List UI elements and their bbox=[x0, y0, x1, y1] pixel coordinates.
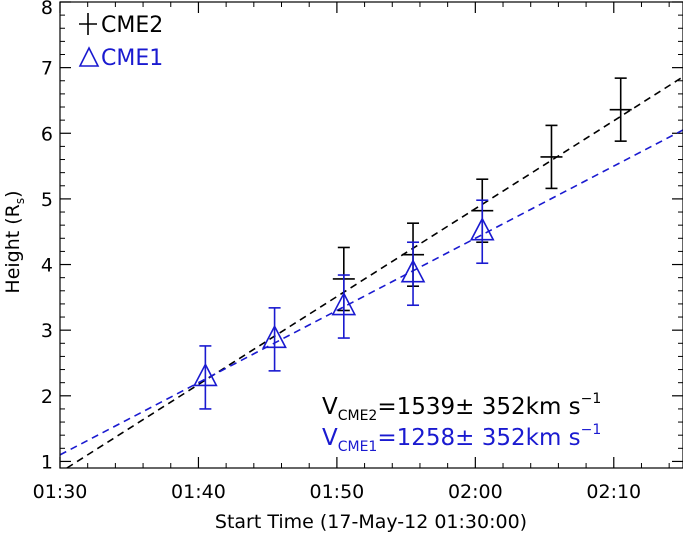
plot-frame bbox=[59, 1, 683, 469]
y-tick-label: 8 bbox=[41, 0, 53, 19]
velocity-annotation-cme2: VCME2=1539± 352km s−1 bbox=[322, 391, 601, 424]
x-axis-title: Start Time (17-May-12 01:30:00) bbox=[215, 511, 527, 533]
legend-label-cme2: CME2 bbox=[101, 13, 163, 38]
fit-line-cme1 bbox=[59, 129, 683, 456]
legend-label-cme1: CME1 bbox=[101, 46, 163, 71]
data-point-cme1 bbox=[400, 241, 426, 307]
data-point-cme1 bbox=[469, 199, 495, 265]
triangle-marker bbox=[469, 216, 495, 241]
fit-lines bbox=[59, 76, 683, 469]
velocity-annotation-cme1: VCME1=1258± 352km s−1 bbox=[322, 422, 601, 455]
legend-plus-marker bbox=[79, 13, 97, 35]
x-tick-label: 01:50 bbox=[310, 481, 365, 503]
y-tick-label: 1 bbox=[41, 451, 53, 473]
data-points bbox=[193, 77, 632, 410]
data-point-cme2 bbox=[540, 124, 563, 190]
y-tick-label: 5 bbox=[41, 189, 53, 211]
y-tick-label: 6 bbox=[41, 123, 53, 145]
legend: CME2 CME1 bbox=[78, 13, 163, 71]
y-tick-label: 7 bbox=[41, 58, 53, 80]
fit-line-cme2 bbox=[66, 76, 683, 469]
axis-ticks: 01:30 01:40 01:50 02:00 02:10 1 2 3 4 5 6 7 8 bbox=[33, 0, 683, 503]
data-point-cme1 bbox=[193, 345, 218, 410]
triangle-marker bbox=[331, 291, 357, 316]
triangle-marker bbox=[400, 258, 426, 283]
x-tick-label: 02:10 bbox=[586, 481, 641, 503]
legend-entry-cme2: CME2 bbox=[79, 13, 163, 38]
triangle-marker bbox=[193, 362, 218, 387]
y-tick-label: 2 bbox=[41, 386, 53, 408]
data-point-cme1 bbox=[331, 274, 357, 339]
legend-triangle-marker bbox=[78, 46, 100, 67]
legend-entry-cme1: CME1 bbox=[78, 46, 163, 71]
x-tick-label: 01:40 bbox=[171, 481, 226, 503]
y-tick-label: 4 bbox=[41, 255, 53, 277]
data-point-cme2 bbox=[609, 77, 632, 142]
x-tick-label: 01:30 bbox=[33, 481, 88, 503]
x-tick-label: 02:00 bbox=[448, 481, 503, 503]
triangle-marker bbox=[262, 324, 287, 349]
y-axis-title: Height (Rs) bbox=[2, 190, 27, 293]
y-tick-label: 3 bbox=[41, 320, 53, 342]
data-point-cme1 bbox=[262, 307, 287, 372]
